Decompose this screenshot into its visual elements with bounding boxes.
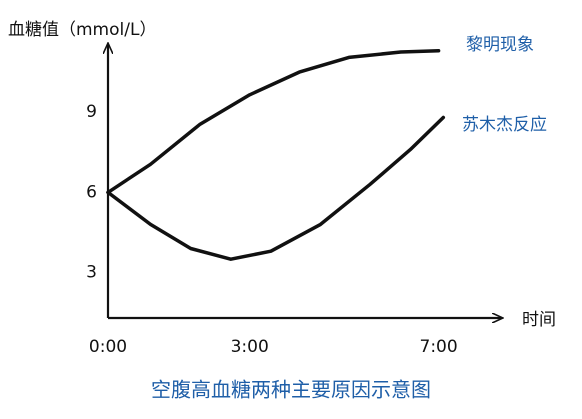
y-tick-label: 9 (86, 102, 97, 122)
y-axis-label: 血糖值（mmol/L） (8, 20, 156, 40)
x-axis-label: 时间 (522, 310, 556, 330)
x-tick-label: 0:00 (89, 337, 127, 357)
y-tick-label: 3 (86, 263, 97, 283)
legend-label: 苏木杰反应 (462, 115, 547, 135)
legend-label: 黎明现象 (466, 35, 534, 55)
chart-title: 空腹高血糖两种主要原因示意图 (151, 378, 431, 402)
line-series (106, 115, 446, 261)
y-tick-label: 6 (86, 182, 97, 202)
line-series (106, 48, 441, 195)
x-tick-label: 3:00 (231, 337, 269, 357)
x-tick-label: 7:00 (420, 337, 458, 357)
